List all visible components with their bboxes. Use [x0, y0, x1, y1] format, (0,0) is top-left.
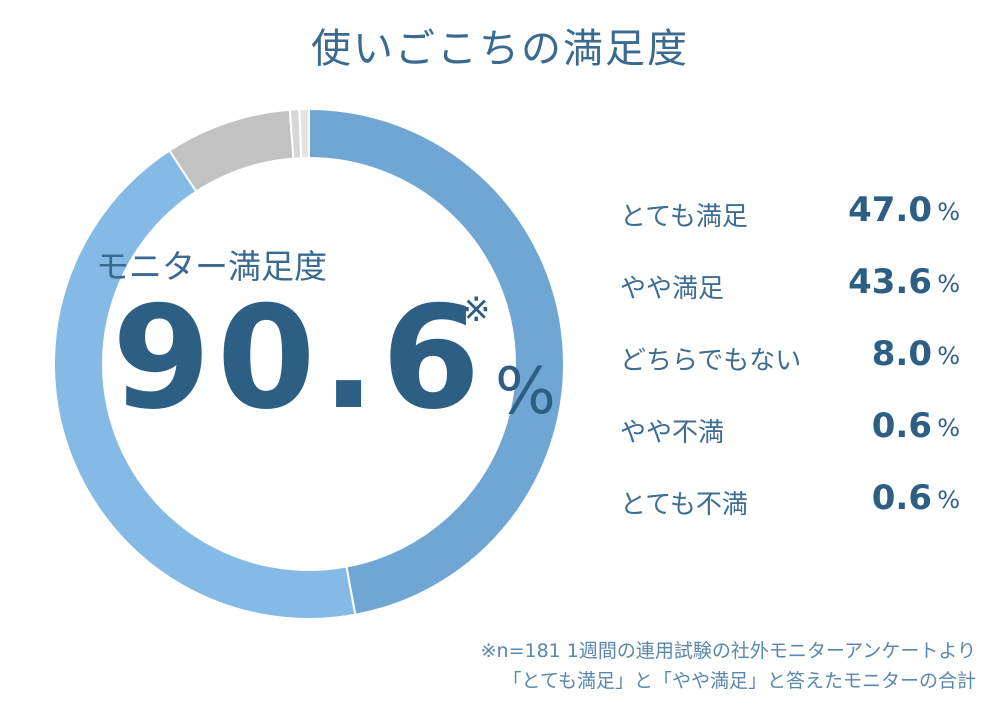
legend-value: 47.0 [848, 190, 932, 230]
legend-label: とても不満 [620, 490, 748, 520]
donut-slices [53, 107, 565, 620]
footnote: ※n=181 1週間の連用試験の社外モニターアンケートより 「とても満足」と「や… [481, 636, 976, 696]
legend-label: やや満足 [620, 274, 725, 304]
legend-value: 43.6 [848, 262, 932, 302]
legend-value: 0.6 [871, 406, 932, 446]
center-label: モニター満足度 [96, 247, 327, 286]
center-note-mark: ※ [462, 290, 491, 330]
footnote-line: ※n=181 1週間の連用試験の社外モニターアンケートより [480, 640, 976, 662]
chart-title: 使いごこちの満足度 [311, 26, 689, 72]
legend-row: やや不満 0.6 % [620, 406, 960, 484]
legend-row: やや満足 43.6 % [620, 262, 960, 340]
legend-row: とても満足 47.0 % [620, 190, 960, 268]
donut-slice [168, 108, 295, 193]
legend-unit: % [937, 342, 960, 370]
donut-slice [298, 107, 310, 160]
legend-label: どちらでもない [620, 346, 802, 376]
legend-value: 8.0 [871, 334, 932, 374]
legend-unit: % [937, 198, 960, 226]
footnote-line: 「とても満足」と「やや満足」と答えたモニターの合計 [502, 670, 976, 692]
legend-unit: % [937, 414, 960, 442]
legend-value: 0.6 [871, 478, 932, 518]
legend: とても満足 47.0 % やや満足 43.6 % どちらでもない 8.0 % や… [620, 190, 960, 556]
legend-unit: % [937, 486, 960, 514]
donut-slice [53, 149, 357, 620]
legend-row: どちらでもない 8.0 % [620, 334, 960, 412]
legend-label: とても満足 [620, 202, 748, 232]
center-value: 90.6 [112, 276, 487, 441]
donut-slice [308, 107, 565, 616]
center-unit: % [495, 355, 556, 429]
legend-label: やや不満 [620, 418, 725, 448]
legend-unit: % [937, 270, 960, 298]
legend-row: とても不満 0.6 % [620, 478, 960, 556]
